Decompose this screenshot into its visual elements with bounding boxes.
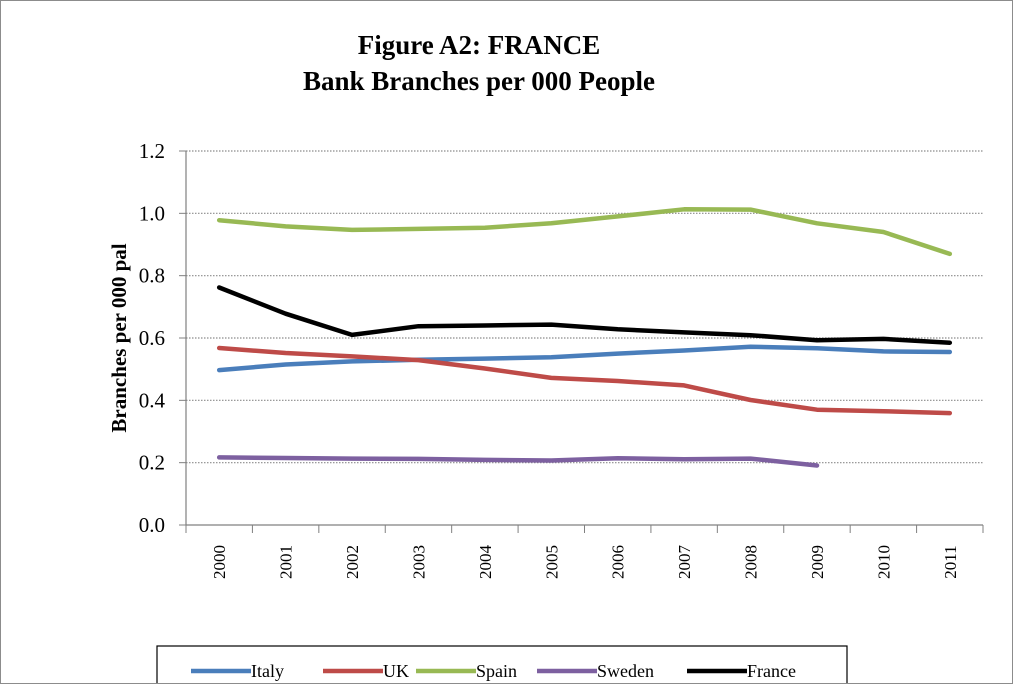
x-tick-label: 2001 <box>277 545 296 579</box>
x-tick-label: 2008 <box>742 545 761 579</box>
series-line-france <box>216 285 953 345</box>
x-tick-label: 2010 <box>874 545 893 579</box>
legend-label-spain: Spain <box>476 661 517 681</box>
x-tick-label: 2006 <box>609 545 628 579</box>
chart-subtitle: Bank Branches per 000 People <box>303 66 655 96</box>
chart-title: Figure A2: FRANCE <box>358 30 601 60</box>
legend-label-sweden: Sweden <box>597 661 654 681</box>
y-axis-label: Branches per 000 pal <box>107 243 131 432</box>
x-tick-label: 2004 <box>476 545 495 580</box>
y-tick-label: 0.2 <box>139 451 165 475</box>
x-tick-label: 2009 <box>808 545 827 579</box>
series-lines <box>216 207 953 468</box>
y-tick-label: 1.0 <box>139 201 165 225</box>
series-line-sweden <box>216 455 820 468</box>
x-tick-label: 2002 <box>343 545 362 579</box>
y-tick-label: 0.0 <box>139 513 165 537</box>
x-tick-label: 2005 <box>542 545 561 579</box>
x-tick-label: 2011 <box>941 545 960 578</box>
y-tick-label: 0.4 <box>139 388 166 412</box>
y-tick-label: 1.2 <box>139 139 165 163</box>
series-line-uk <box>216 345 953 416</box>
legend-label-italy: Italy <box>251 661 284 681</box>
legend: Italy UK Spain Sweden France <box>156 645 848 683</box>
series-line-italy <box>216 344 953 373</box>
legend-box <box>156 645 848 683</box>
x-tick-label: 2007 <box>675 545 694 580</box>
x-tick-label: 2000 <box>210 545 229 579</box>
y-tick-label: 0.6 <box>139 326 165 350</box>
legend-label-uk: UK <box>383 661 409 681</box>
gridlines <box>186 150 983 464</box>
series-line-spain <box>216 207 953 257</box>
axes: 0.0 0.2 0.4 0.6 0.8 1.0 1.2 2000 2001 2002 2003 200… <box>139 139 984 580</box>
legend-label-france: France <box>747 661 796 681</box>
x-tick-label: 2003 <box>409 545 428 579</box>
y-tick-label: 0.8 <box>139 264 165 288</box>
